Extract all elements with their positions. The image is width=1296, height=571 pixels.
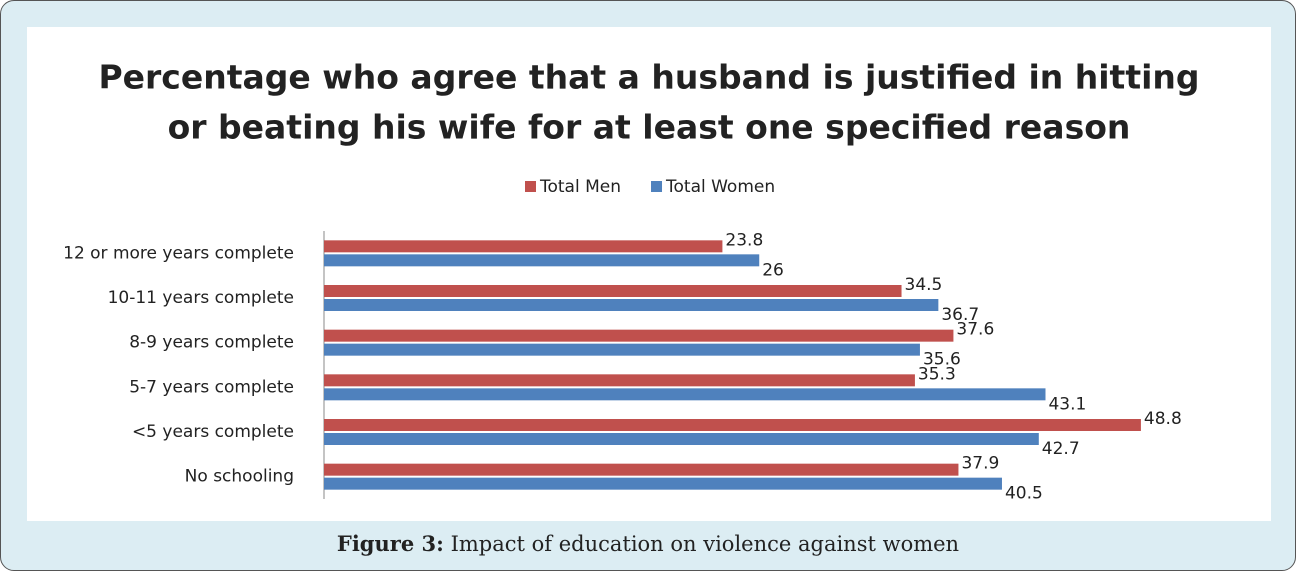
bar bbox=[324, 299, 939, 311]
bar bbox=[324, 254, 760, 267]
y-tick-label: 12 or more years complete bbox=[63, 243, 294, 263]
bar bbox=[324, 343, 920, 356]
y-tick-label: 5-7 years complete bbox=[129, 377, 294, 397]
caption-text: Impact of education on violence against … bbox=[450, 532, 960, 556]
legend-swatch bbox=[525, 181, 536, 192]
bar bbox=[324, 329, 954, 342]
bar bbox=[324, 419, 1141, 431]
value-label: 37.9 bbox=[961, 454, 999, 474]
value-label: 26 bbox=[762, 260, 784, 280]
legend-swatch bbox=[651, 181, 663, 192]
value-label: 23.8 bbox=[725, 230, 763, 250]
value-label: 37.6 bbox=[956, 320, 994, 340]
y-tick-label: <5 years complete bbox=[132, 422, 294, 442]
y-tick-label: No schooling bbox=[185, 467, 294, 487]
chart: Percentage who agree that a husband is j… bbox=[27, 27, 1271, 521]
value-label: 40.5 bbox=[1005, 484, 1043, 504]
chart-title: or beating his wife for at least one spe… bbox=[168, 108, 1131, 147]
y-tick-label: 8-9 years complete bbox=[129, 333, 294, 353]
legend-label: Total Women bbox=[665, 177, 775, 197]
bar bbox=[324, 285, 902, 297]
bar bbox=[324, 433, 1039, 445]
legend-label: Total Men bbox=[539, 177, 621, 197]
bar bbox=[324, 463, 959, 476]
bar bbox=[324, 374, 915, 387]
y-tick-label: 10-11 years complete bbox=[108, 288, 294, 308]
caption: Figure 3: Impact of education on violenc… bbox=[1, 531, 1295, 556]
value-label: 35.3 bbox=[918, 364, 956, 384]
value-label: 42.7 bbox=[1042, 439, 1080, 459]
value-label: 48.8 bbox=[1144, 409, 1182, 429]
value-label: 35.6 bbox=[923, 350, 961, 370]
bar bbox=[324, 240, 723, 253]
value-label: 43.1 bbox=[1048, 394, 1086, 414]
chart-title: Percentage who agree that a husband is j… bbox=[98, 58, 1199, 97]
bar bbox=[324, 477, 1002, 490]
value-label: 34.5 bbox=[905, 275, 943, 295]
value-label: 36.7 bbox=[941, 305, 979, 325]
caption-label: Figure 3: bbox=[336, 531, 444, 556]
bar bbox=[324, 388, 1046, 401]
